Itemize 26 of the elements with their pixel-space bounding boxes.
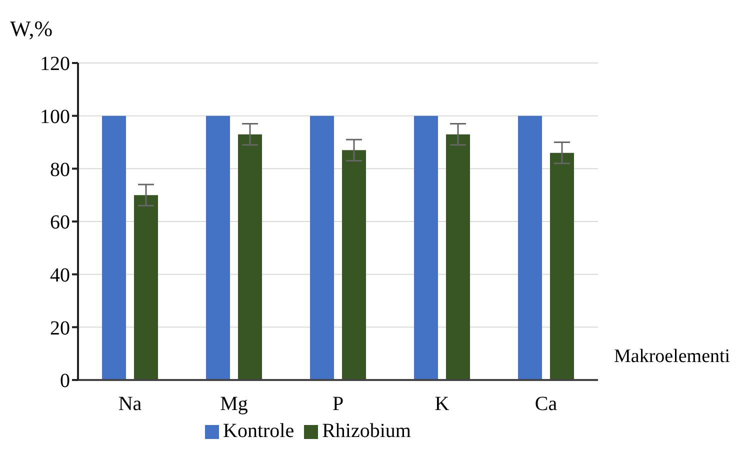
bar bbox=[342, 150, 366, 380]
x-axis-title: Makroelementi bbox=[614, 346, 730, 368]
x-tick-label: Ca bbox=[534, 393, 558, 416]
bar bbox=[238, 134, 262, 380]
bar bbox=[310, 116, 334, 380]
y-tick-label: 100 bbox=[40, 106, 70, 128]
y-tick-label: 60 bbox=[50, 212, 70, 234]
bar bbox=[550, 152, 574, 380]
x-tick-label: Na bbox=[118, 393, 142, 416]
bar bbox=[134, 195, 158, 380]
bar bbox=[414, 116, 438, 380]
legend-label: Kontrole bbox=[223, 420, 294, 442]
y-tick-label: 0 bbox=[60, 370, 70, 392]
legend-label: Rhizobium bbox=[322, 420, 411, 442]
y-tick-label: 120 bbox=[40, 53, 70, 76]
bar bbox=[518, 116, 542, 380]
y-axis-title: W,% bbox=[10, 16, 53, 42]
x-tick-label: K bbox=[434, 393, 450, 416]
y-tick-label: 40 bbox=[50, 264, 70, 286]
y-tick-label: 80 bbox=[50, 158, 70, 181]
bar bbox=[446, 134, 470, 380]
x-tick-label: Mg bbox=[220, 393, 248, 416]
bar bbox=[206, 116, 230, 380]
y-tick-label: 20 bbox=[50, 317, 70, 340]
bar bbox=[102, 116, 126, 380]
x-tick-label: P bbox=[332, 393, 344, 416]
